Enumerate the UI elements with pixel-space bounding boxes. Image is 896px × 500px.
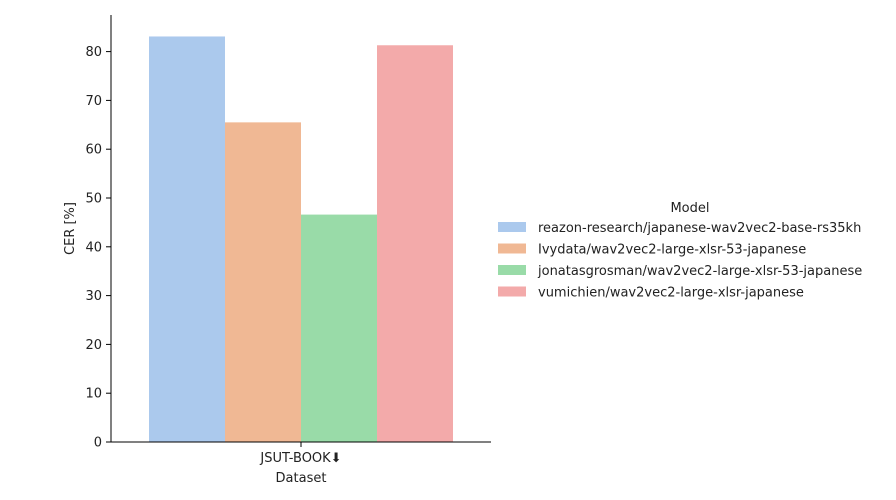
legend-label-2: Ivydata/wav2vec2-large-xlsr-53-japanese: [538, 243, 806, 258]
bar-4: [377, 45, 453, 442]
legend-swatch-3: [498, 265, 526, 275]
x-tick-label: JSUT-BOOK⬇: [259, 451, 341, 466]
y-tick-label: 60: [85, 143, 102, 158]
legend-label-1: reazon-research/japanese-wav2vec2-base-r…: [538, 221, 861, 236]
y-tick-label: 10: [85, 387, 102, 402]
x-axis-label: Dataset: [276, 471, 327, 486]
y-tick-label: 0: [94, 436, 102, 451]
y-tick-label: 80: [85, 45, 102, 60]
legend-title: Model: [670, 201, 709, 216]
legend-swatch-1: [498, 222, 526, 232]
bar-2: [225, 122, 301, 443]
y-tick-label: 50: [85, 192, 102, 207]
legend-swatch-4: [498, 286, 526, 297]
y-axis-label: CER [%]: [63, 202, 78, 255]
y-axis: 0 10 20 30 40 50 60 70 80: [85, 15, 112, 451]
x-axis: JSUT-BOOK⬇: [111, 441, 491, 466]
legend-swatch-2: [498, 243, 526, 254]
bar-1: [149, 36, 225, 443]
legend: Model reazon-research/japanese-wav2vec2-…: [498, 201, 862, 301]
y-tick-label: 30: [85, 289, 102, 304]
bar-3: [301, 214, 377, 442]
legend-label-3: jonatasgrosman/wav2vec2-large-xlsr-53-ja…: [537, 264, 862, 279]
bars-group: [149, 36, 453, 443]
y-tick-label: 20: [85, 338, 102, 353]
y-tick-label: 70: [85, 94, 102, 109]
legend-label-4: vumichien/wav2vec2-large-xlsr-japanese: [538, 286, 804, 301]
y-tick-label: 40: [85, 240, 102, 255]
